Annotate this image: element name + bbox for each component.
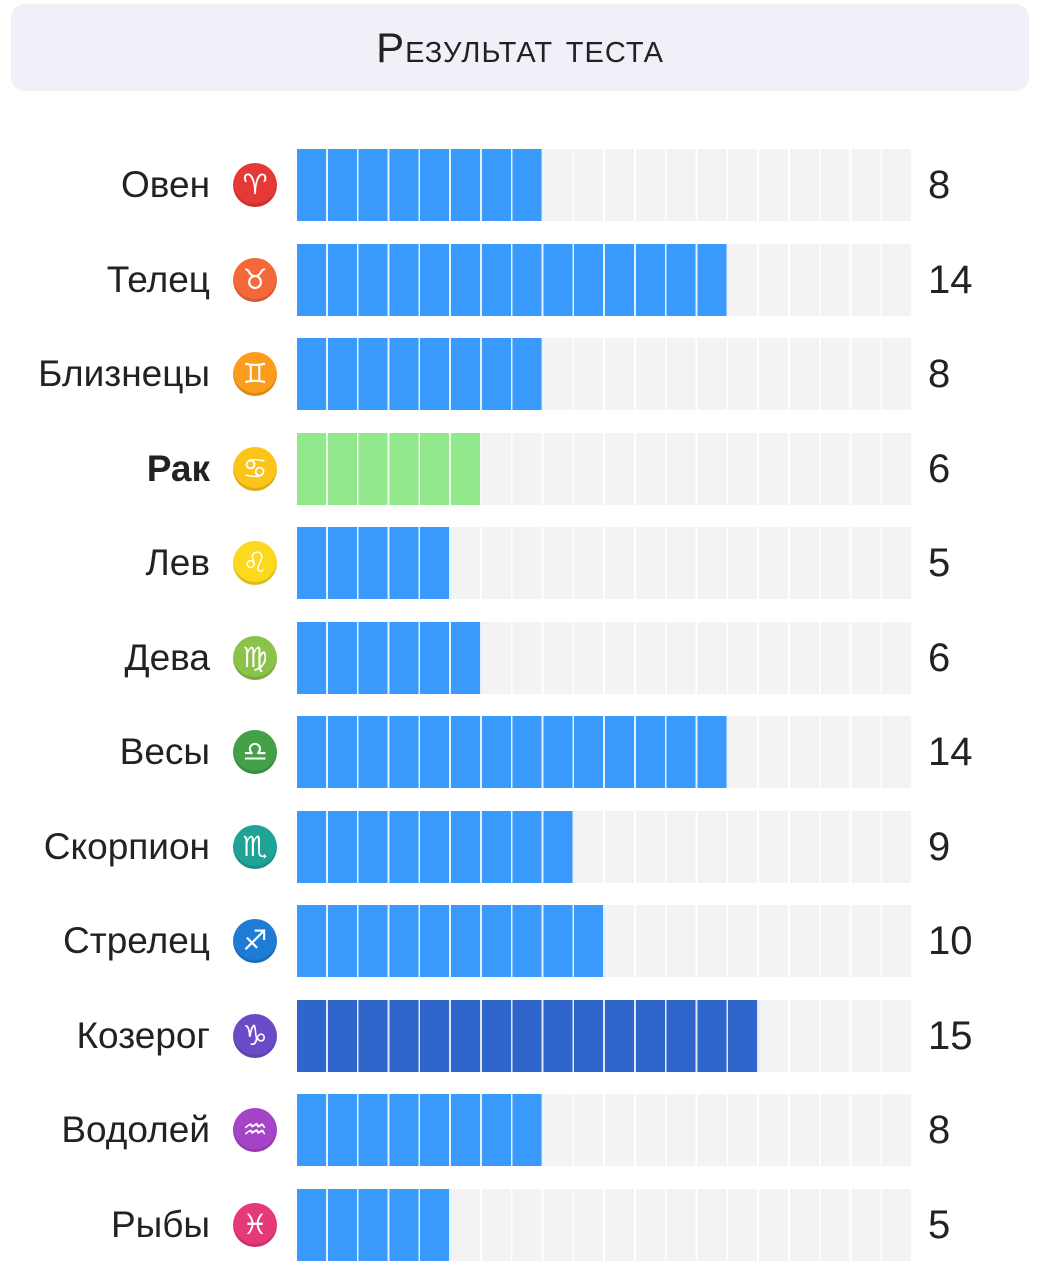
category-label: Лев [145,542,210,583]
value-label: 8 [928,163,951,207]
bar-track [297,999,913,1072]
value-label: 6 [928,446,951,491]
chart-row: Телец ♉ 14 [0,243,1040,316]
value-label: 8 [928,352,951,396]
value-label: 15 [928,1013,973,1058]
bar [297,432,482,505]
bar-track [297,716,913,788]
chart-row: Козерог ♑ 15 [0,999,1040,1072]
chart-row: Водолей ♒ 8 [0,1094,1040,1166]
bar [297,243,729,316]
bar-track [297,243,913,316]
category-label: Рыбы [110,1203,210,1245]
bar [297,621,482,694]
category-label: Козерог [76,1014,211,1056]
value-label: 5 [928,1202,951,1247]
chart-row: Рыбы ♓ 5 [0,1188,1040,1261]
scorpio-icon: ♏ [233,824,277,869]
bar [297,149,544,221]
chart-row: Рак ♋ 6 [0,432,1040,505]
chart-row: Скорпион ♏ 9 [0,810,1040,883]
value-label: 8 [928,1108,951,1152]
bar [297,527,451,599]
gemini-icon: ♊ [233,352,277,396]
bar [297,905,605,977]
pisces-icon: ♓ [233,1202,277,1247]
bar-track [297,1188,913,1261]
category-label: Водолей [61,1109,210,1150]
value-label: 5 [928,541,951,585]
capricorn-icon: ♑ [233,1013,277,1058]
aries-icon: ♈ [233,163,277,207]
value-label: 9 [928,824,951,869]
virgo-icon: ♍ [233,635,277,680]
sagittarius-icon: ♐ [233,919,277,963]
bar [297,999,759,1072]
bar [297,1094,544,1166]
category-label: Весы [119,731,210,772]
bar-track [297,905,913,977]
libra-icon: ♎ [233,730,277,774]
bar [297,338,544,410]
value-label: 14 [928,257,973,302]
category-label: Телец [106,258,210,300]
cancer-icon: ♋ [233,446,277,491]
chart-row: Дева ♍ 6 [0,621,1040,694]
bar [297,1188,451,1261]
leo-icon: ♌ [233,541,277,585]
category-label: Рак [146,447,210,489]
bar [297,810,575,883]
aquarius-icon: ♒ [233,1108,277,1152]
result-header: Результат теста [11,4,1029,91]
category-label: Стрелец [63,920,210,961]
category-label: Близнецы [38,353,210,394]
bar-track [297,621,913,694]
value-label: 14 [928,730,973,774]
chart-row: Овен ♈ 8 [0,149,1040,221]
bar-track [297,149,913,221]
chart-row: Близнецы ♊ 8 [0,338,1040,410]
category-label: Дева [124,636,210,678]
value-label: 10 [928,919,973,963]
category-label: Овен [120,164,210,205]
chart-row: Стрелец ♐ 10 [0,905,1040,977]
bar-track [297,432,913,505]
bar-track [297,527,913,599]
page-title: Результат теста [376,23,664,71]
bar-track [297,338,913,410]
bar-track [297,1094,913,1166]
category-label: Скорпион [43,825,210,867]
bar-track [297,810,913,883]
value-label: 6 [928,635,951,680]
taurus-icon: ♉ [233,257,277,302]
bar [297,716,729,788]
chart-row: Лев ♌ 5 [0,527,1040,599]
chart-row: Весы ♎ 14 [0,716,1040,788]
